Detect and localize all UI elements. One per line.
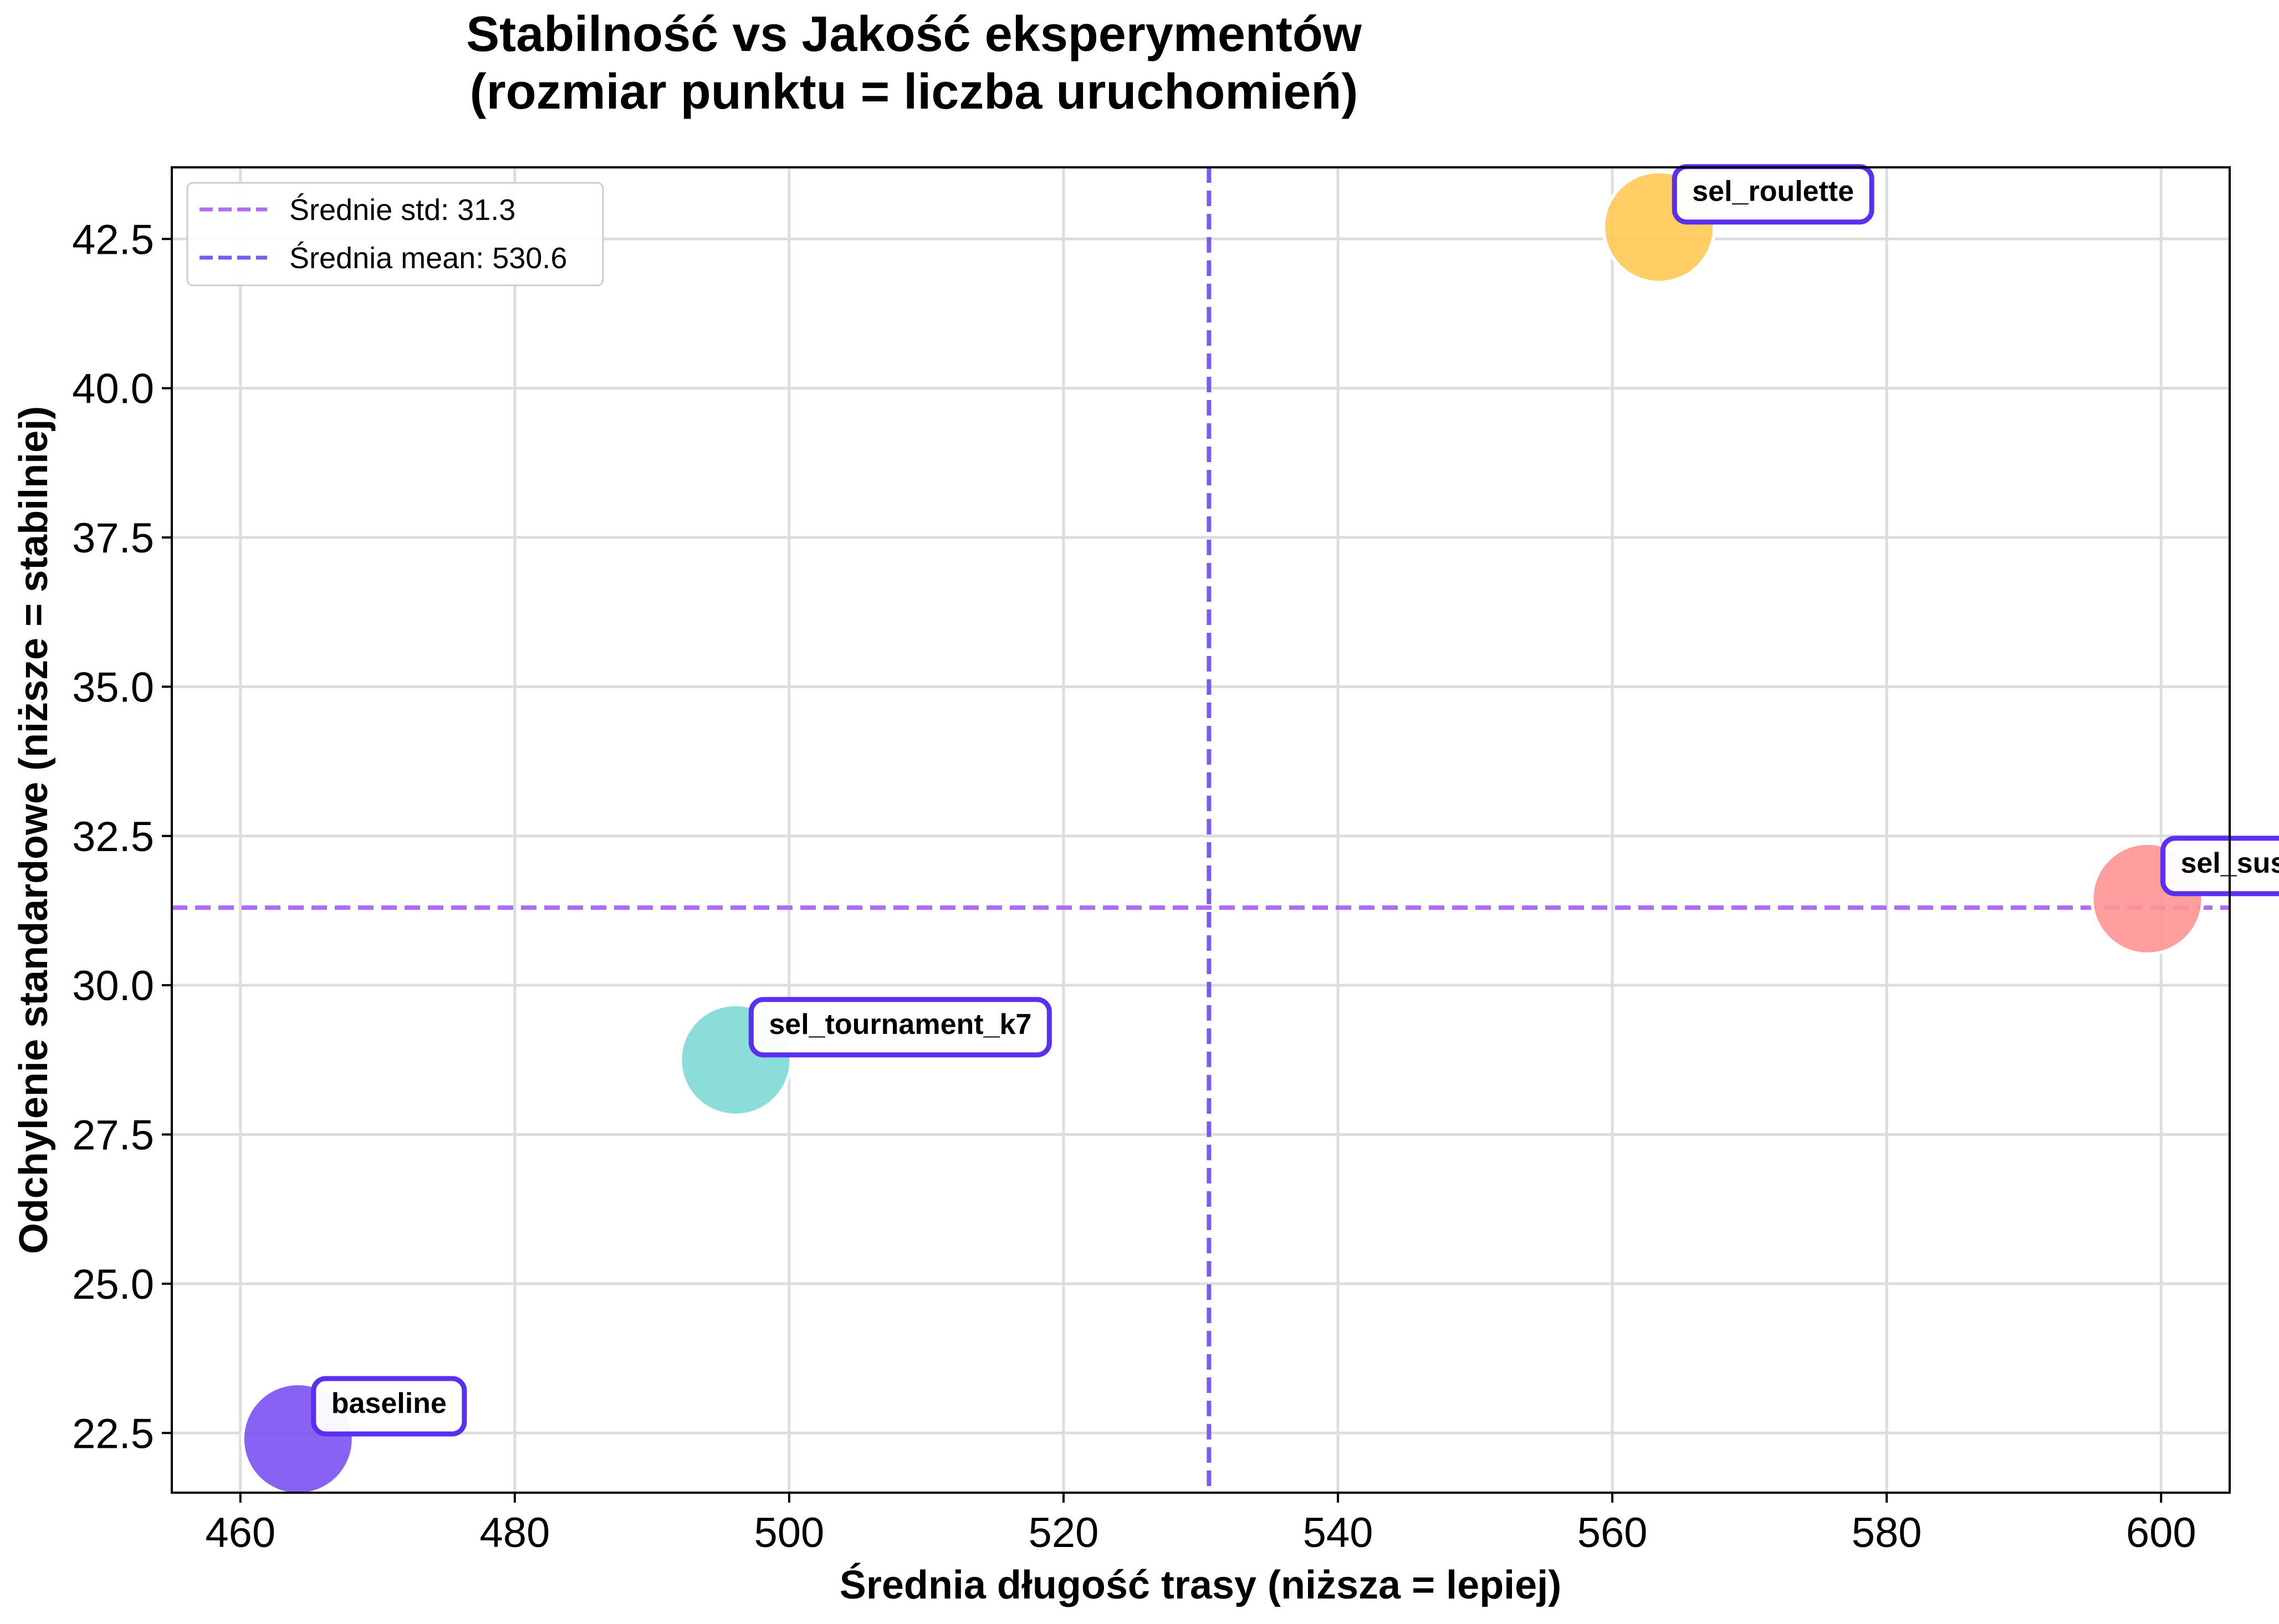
x-tick-label: 480	[479, 1509, 550, 1556]
data-points	[241, 170, 2205, 1497]
y-tick-label: 30.0	[72, 962, 154, 1010]
y-tick-label: 37.5	[72, 515, 154, 562]
point-label-box	[748, 997, 1052, 1058]
point-label-text: baseline	[331, 1387, 447, 1420]
point-label-text: sel_tournament_k7	[769, 1008, 1031, 1041]
point-labels: baseline sel_tournament_k7 sel_roulettesel…	[311, 164, 2279, 1437]
point-label-box	[311, 1376, 467, 1437]
legend-label-mean: Średnia mean: 530.6	[289, 241, 567, 275]
point-label-text: sel_roulette	[1692, 176, 1854, 208]
x-tick-label: 500	[754, 1509, 824, 1556]
grid-lines	[172, 167, 2230, 1493]
y-tick-label: 22.5	[72, 1410, 154, 1457]
y-axis-ticks: 22.5 25.0 27.5 30.0 32.5 35.0 37.5 40.0 42.5	[72, 216, 172, 1457]
x-tick-label: 520	[1029, 1509, 1099, 1556]
legend-label-std: Średnie std: 31.3	[289, 193, 515, 227]
x-tick-label: 560	[1577, 1509, 1648, 1556]
y-axis-label: Odchylenie standardowe (niższe = stabiln…	[12, 406, 56, 1254]
point-label: sel_tournament_k7	[748, 997, 1052, 1058]
legend: Średnie std: 31.3 Średnia mean: 530.6	[186, 182, 604, 286]
y-tick-label: 32.5	[72, 813, 154, 860]
reference-lines	[172, 167, 2230, 1493]
y-tick-label: 40.0	[72, 366, 154, 413]
x-tick-label: 600	[2126, 1509, 2196, 1556]
x-axis-ticks: 460 480 500 520 540 560 580 600	[205, 1493, 2196, 1556]
y-tick-label: 25.0	[72, 1261, 154, 1308]
x-tick-label: 460	[205, 1509, 275, 1556]
chart-title-line-1: Stabilność vs Jakość eksperymentów	[466, 7, 1362, 62]
legend-box	[186, 182, 604, 286]
point-label: sel_sus	[2160, 836, 2279, 896]
x-tick-label: 580	[1852, 1509, 1922, 1556]
y-tick-label: 35.0	[72, 664, 154, 711]
point-label: sel_roulette	[1672, 164, 1874, 225]
y-tick-label: 42.5	[72, 216, 154, 263]
y-tick-label: 27.5	[72, 1112, 154, 1159]
point-label-box	[2160, 836, 2279, 896]
x-axis-label: Średnia długość trasy (niższa = lepiej)	[840, 1562, 1561, 1607]
plot-area-frame	[171, 166, 2231, 1494]
x-tick-label: 540	[1303, 1509, 1373, 1556]
point-label: baseline	[311, 1376, 467, 1437]
chart-title-line-2: (rozmiar punktu = liczba uruchomień)	[470, 64, 1358, 120]
